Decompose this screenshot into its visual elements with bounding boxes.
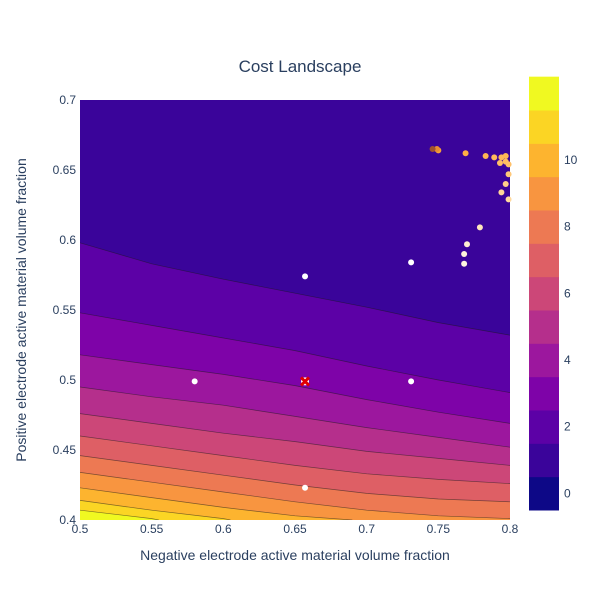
contour-line	[80, 386, 510, 448]
colorbar-segment	[529, 110, 559, 144]
contour-line	[80, 455, 510, 503]
contour-line	[80, 509, 159, 520]
x-axis-ticks: 0.5 0.55 0.6 0.65 0.7 0.75 0.8	[72, 522, 519, 536]
chart-title: Cost Landscape	[239, 57, 362, 76]
plot-area	[80, 100, 512, 520]
x-axis-label: Negative electrode active material volum…	[140, 547, 450, 563]
y-axis-ticks: 0.4 0.45 0.5 0.55 0.6 0.65 0.7	[53, 93, 77, 527]
contour-line	[80, 242, 510, 336]
colorbar-tick-label: 0	[564, 486, 571, 500]
scatter-points	[191, 146, 512, 491]
colorbar	[529, 76, 559, 511]
x-tick-label: 0.6	[215, 522, 232, 536]
x-tick-label: 0.8	[502, 522, 519, 536]
colorbar-segment	[529, 276, 559, 311]
scatter-point	[408, 378, 415, 385]
y-tick-label: 0.6	[59, 233, 76, 247]
scatter-point	[505, 171, 512, 178]
y-tick-label: 0.7	[59, 93, 76, 107]
y-tick-label: 0.55	[53, 303, 77, 317]
x-tick-label: 0.55	[140, 522, 164, 536]
x-tick-label: 0.5	[72, 522, 89, 536]
scatter-point	[461, 251, 468, 257]
scatter-point	[191, 378, 198, 385]
scatter-point	[302, 273, 309, 280]
contour-line	[80, 354, 510, 424]
x-tick-label: 0.7	[358, 522, 375, 536]
scatter-point	[461, 260, 468, 267]
colorbar-tick-label: 10	[564, 153, 578, 167]
scatter-point	[505, 161, 512, 168]
colorbar-segment	[529, 476, 559, 511]
scatter-point	[462, 150, 469, 157]
scatter-point	[502, 153, 509, 159]
colorbar-segment	[529, 76, 559, 111]
scatter-point	[502, 181, 509, 187]
colorbar-segment	[529, 210, 559, 244]
scatter-point	[476, 224, 483, 231]
y-tick-label: 0.45	[53, 443, 77, 457]
optimum-cross	[299, 376, 311, 387]
colorbar-segment	[529, 443, 559, 478]
scatter-point	[491, 154, 498, 161]
y-tick-label: 0.4	[59, 513, 76, 527]
colorbar-segment	[529, 143, 559, 178]
contour-line	[80, 487, 353, 520]
colorbar-tick-label: 6	[564, 286, 571, 300]
colorbar-segment	[529, 310, 559, 344]
contour-line	[80, 435, 510, 484]
x-tick-label: 0.65	[283, 522, 307, 536]
scatter-point	[498, 189, 505, 196]
colorbar-segment	[529, 376, 559, 411]
scatter-point	[505, 196, 512, 203]
colorbar-segment	[529, 343, 559, 378]
scatter-point	[429, 146, 436, 152]
x-tick-label: 0.75	[427, 522, 451, 536]
y-tick-label: 0.5	[59, 373, 76, 387]
scatter-point	[408, 259, 415, 266]
y-axis-label: Positive electrode active material volum…	[13, 158, 29, 461]
contour-line	[80, 500, 231, 520]
optimum-marker	[299, 376, 311, 387]
scatter-point	[482, 153, 489, 159]
colorbar-ticks: 0 2 4 6 8 10	[564, 153, 578, 500]
scatter-point	[302, 484, 309, 491]
contour-lines	[80, 242, 510, 520]
scatter-point	[464, 241, 470, 248]
colorbar-tick-label: 4	[564, 353, 571, 367]
colorbar-tick-label: 2	[564, 420, 571, 434]
colorbar-segment	[529, 243, 559, 278]
colorbar-segment	[529, 410, 559, 444]
contour-line	[80, 413, 510, 466]
contour-line	[80, 312, 510, 393]
contour-line	[80, 472, 510, 519]
colorbar-tick-label: 8	[564, 220, 571, 234]
scatter-point	[496, 160, 503, 166]
scatter-point	[433, 146, 440, 152]
y-tick-label: 0.65	[53, 163, 77, 177]
colorbar-segment	[529, 176, 559, 211]
